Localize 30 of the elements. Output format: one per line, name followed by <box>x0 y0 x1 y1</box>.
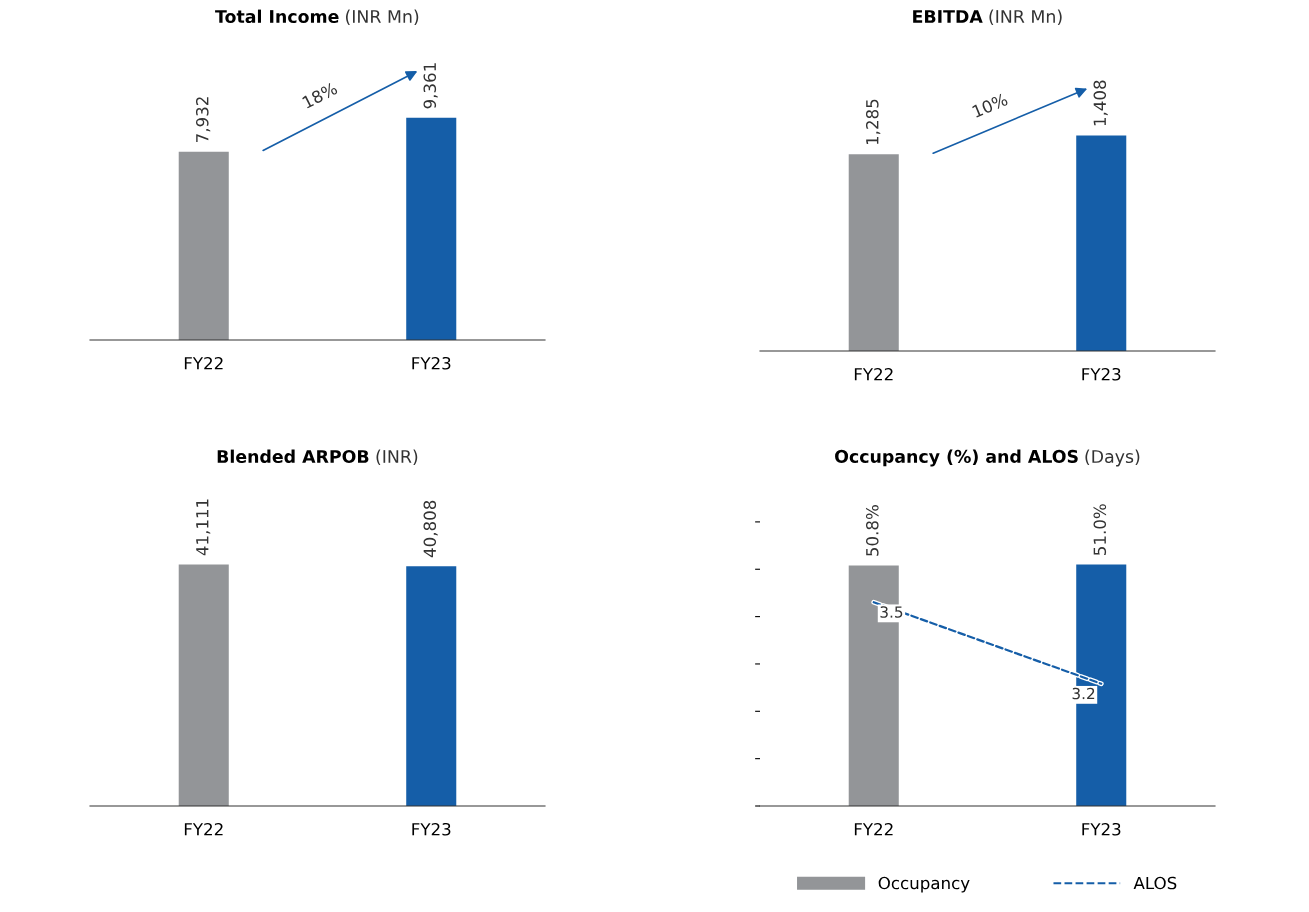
data-label: 50.8% <box>865 505 879 556</box>
data-label: 7,932 <box>195 97 211 142</box>
chart-subtitle: (INR Mn) <box>989 9 1062 26</box>
text: 18% <box>301 81 339 109</box>
data-label: 3.2 <box>1072 687 1095 700</box>
data-label: 1,408 <box>1093 80 1108 126</box>
data-label: 3.5 <box>880 606 903 618</box>
legend-label: ALOS <box>1133 876 1177 890</box>
chart-title: EBITDA <box>913 10 983 23</box>
chart-subtitle: (Days) <box>1085 449 1140 467</box>
chart-subtitle: (INR Mn) <box>345 9 419 26</box>
data-label: 9,361 <box>423 63 438 109</box>
legend-label: Occupancy <box>878 876 970 893</box>
data-label: 51.0% <box>1093 504 1107 555</box>
x-tick-label: FY23 <box>1082 367 1121 381</box>
x-tick-label: FY22 <box>184 356 223 370</box>
x-tick-label: FY23 <box>1082 822 1121 836</box>
x-tick-label: FY22 <box>184 822 223 836</box>
x-tick-label: FY23 <box>412 822 451 836</box>
chart-title: Occupancy (%) and ALOS <box>835 449 1078 467</box>
x-tick-label: FY22 <box>854 367 893 381</box>
data-label: 1,285 <box>865 99 881 145</box>
data-label: 41,111 <box>196 499 211 556</box>
x-tick-label: FY22 <box>854 822 893 836</box>
data-label: 40,808 <box>423 500 438 558</box>
chart-title: Blended ARPOB <box>217 449 369 464</box>
x-tick-label: FY23 <box>412 356 451 370</box>
text: 10% <box>971 92 1009 118</box>
chart-title: Total Income <box>215 9 339 24</box>
chart-subtitle: (INR) <box>376 449 418 466</box>
